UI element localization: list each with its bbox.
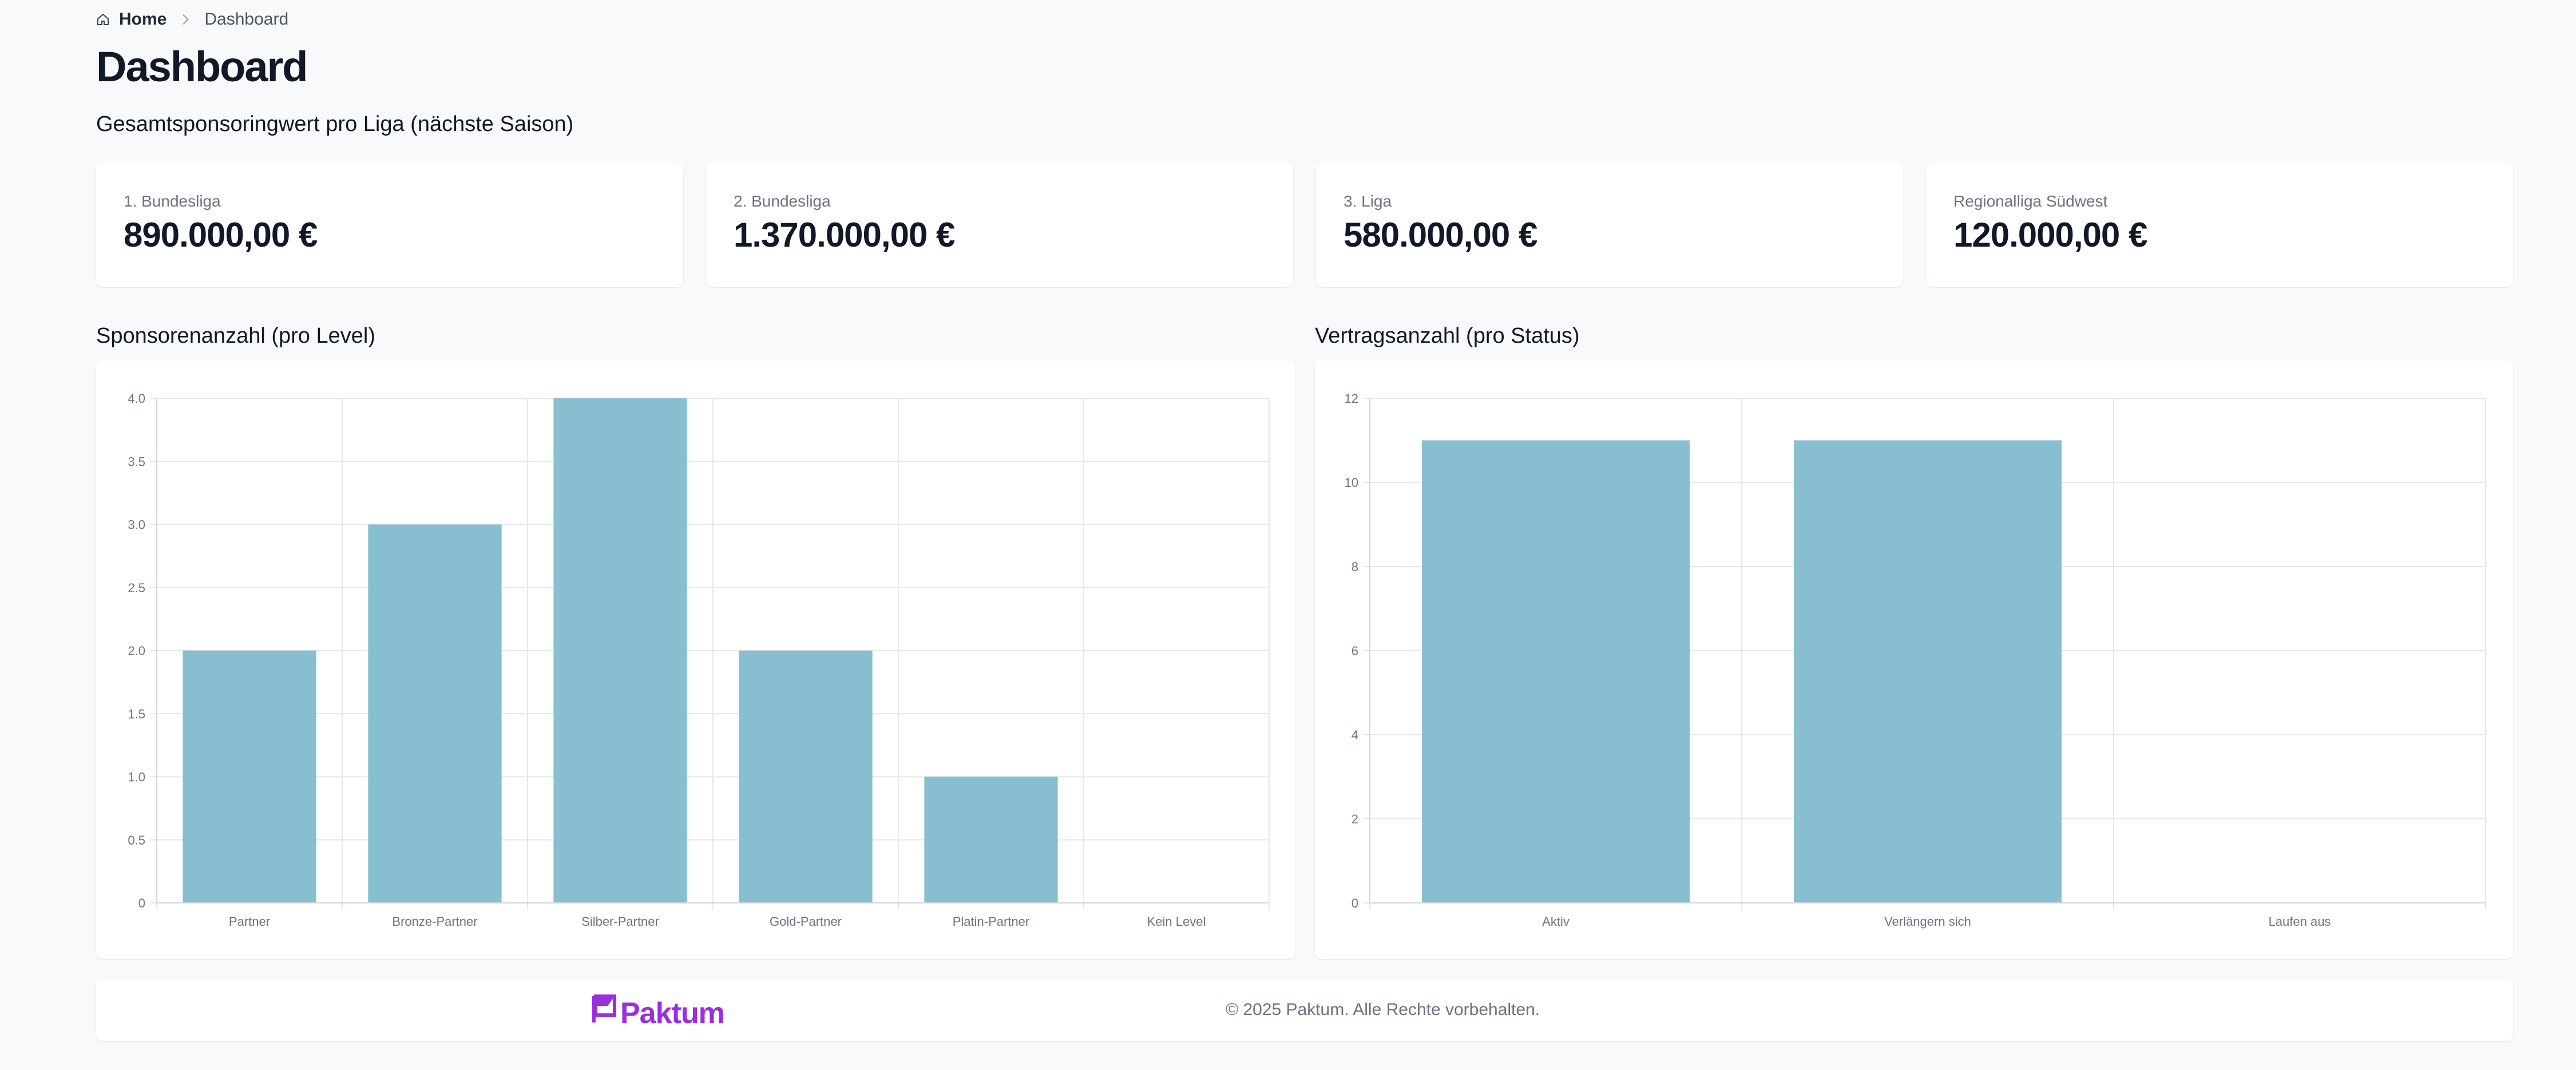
y-tick-label: 10	[1345, 475, 1358, 490]
stat-card-3-liga: 3. Liga 580.000,00 €	[1316, 163, 1903, 287]
y-tick-label: 0	[138, 896, 145, 910]
y-tick-label: 3.5	[128, 454, 145, 469]
stat-label: 2. Bundesliga	[734, 192, 831, 210]
x-tick-label: Aktiv	[1542, 914, 1570, 929]
contracts-chart-card: 0 2 4 6 8 10 12 Aktiv Verlängern sich Laufen aus	[1315, 360, 2513, 959]
y-tick-label: 4	[1352, 728, 1358, 742]
stat-value: 120.000,00 €	[1953, 216, 2147, 254]
y-tick-label: 4.0	[128, 391, 145, 406]
x-tick-label: Platin-Partner	[953, 914, 1030, 929]
y-tick-label: 0.5	[128, 833, 145, 847]
bar[interactable]	[1794, 440, 2062, 903]
y-tick-label: 1.5	[128, 707, 145, 721]
footer-copyright: © 2025 Paktum. Alle Rechte vorbehalten.	[1226, 1000, 1540, 1019]
stat-card-regionalliga-suedwest: Regionalliga Südwest 120.000,00 €	[1926, 163, 2513, 287]
y-tick-label: 12	[1345, 391, 1358, 406]
bar[interactable]	[1422, 440, 1690, 903]
bar[interactable]	[924, 776, 1058, 903]
stat-label: 3. Liga	[1344, 192, 1392, 210]
breadcrumb-home-label: Home	[119, 10, 167, 29]
contracts-chart-title: Vertragsanzahl (pro Status)	[1315, 324, 1580, 348]
home-icon	[96, 13, 110, 26]
stats-section-title: Gesamtsponsoringwert pro Liga (nächste S…	[96, 112, 574, 136]
bar[interactable]	[183, 651, 316, 903]
stat-value: 890.000,00 €	[124, 216, 318, 254]
contracts-bar-chart: 0 2 4 6 8 10 12 Aktiv Verlängern sich Laufen aus	[1345, 391, 2486, 929]
y-tick-label: 8	[1352, 560, 1358, 574]
x-tick-label: Silber-Partner	[581, 914, 659, 929]
x-tick-label: Kein Level	[1147, 914, 1206, 929]
stat-label: Regionalliga Südwest	[1953, 192, 2108, 210]
stat-value: 580.000,00 €	[1344, 216, 1537, 254]
breadcrumb-current: Dashboard	[204, 10, 289, 29]
bar[interactable]	[739, 651, 873, 903]
flag-icon	[591, 994, 617, 1032]
x-tick-label: Partner	[229, 914, 270, 929]
breadcrumb-home-link[interactable]: Home	[96, 10, 167, 29]
y-tick-label: 0	[1352, 896, 1358, 910]
bar[interactable]	[368, 524, 502, 903]
y-tick-label: 3.0	[128, 518, 145, 532]
stat-card-2-bundesliga: 2. Bundesliga 1.370.000,00 €	[706, 163, 1293, 287]
x-tick-label: Bronze-Partner	[392, 914, 477, 929]
x-tick-label: Laufen aus	[2269, 914, 2331, 929]
footer-logo-text: Paktum	[620, 996, 725, 1030]
y-tick-label: 2.0	[128, 644, 145, 658]
x-tick-label: Gold-Partner	[770, 914, 842, 929]
y-tick-label: 2.5	[128, 581, 145, 595]
sponsors-chart-title: Sponsorenanzahl (pro Level)	[96, 324, 375, 348]
stat-value: 1.370.000,00 €	[734, 216, 955, 254]
sponsors-bar-chart: 0 0.5 1.0 1.5 2.0 2.5 3.0 3.5 4.0 Partner Bronze-P…	[128, 391, 1270, 929]
breadcrumb: Home Dashboard	[96, 8, 288, 31]
footer-logo[interactable]: Paktum	[591, 994, 725, 1032]
y-tick-label: 2	[1352, 812, 1358, 826]
footer: Paktum © 2025 Paktum. Alle Rechte vorbeh…	[96, 980, 2513, 1041]
stat-card-1-bundesliga: 1. Bundesliga 890.000,00 €	[96, 163, 683, 287]
y-tick-label: 1.0	[128, 770, 145, 784]
page-title: Dashboard	[96, 43, 308, 90]
x-tick-label: Verlängern sich	[1884, 914, 1971, 929]
bar[interactable]	[553, 398, 687, 903]
chevron-right-icon	[178, 12, 193, 27]
sponsors-chart-card: 0 0.5 1.0 1.5 2.0 2.5 3.0 3.5 4.0 Partner Bronze-P…	[96, 360, 1295, 959]
y-tick-label: 6	[1352, 644, 1358, 658]
stat-label: 1. Bundesliga	[124, 192, 221, 210]
